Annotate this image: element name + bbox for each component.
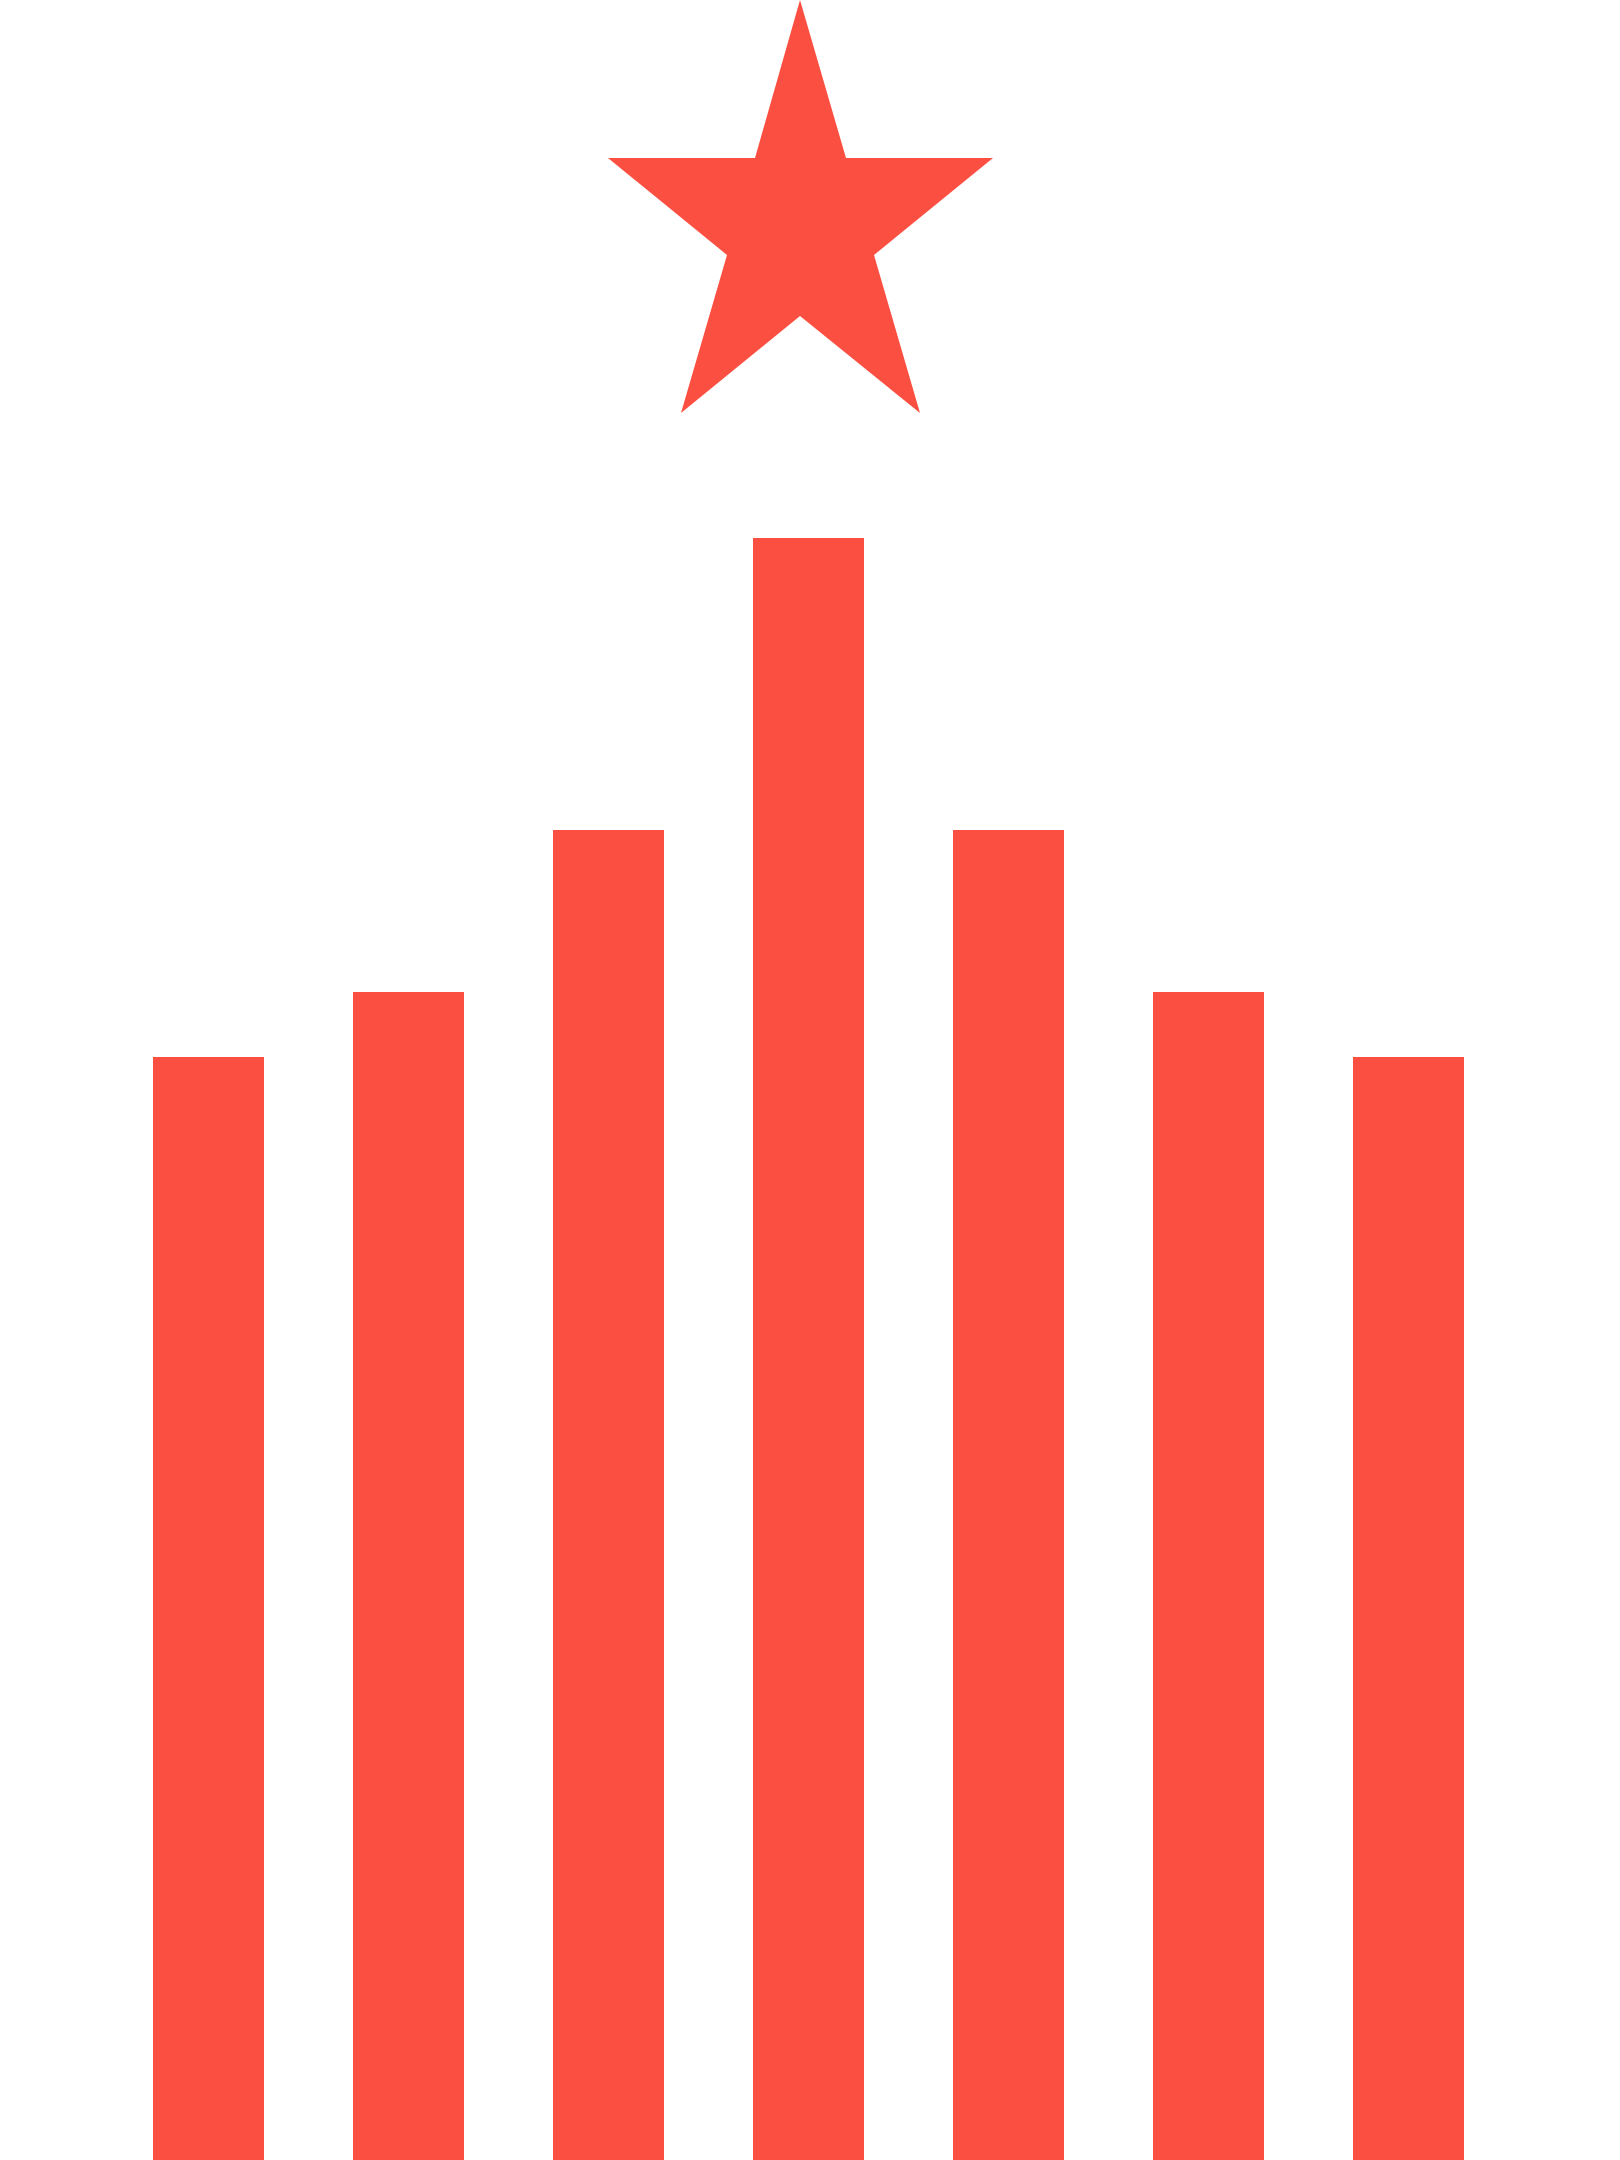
bar-1: [153, 1057, 264, 2160]
bars-group: [153, 538, 1464, 2160]
bar-3: [553, 830, 664, 2160]
five-point-star-icon: [608, 0, 993, 413]
bar-2: [353, 992, 464, 2160]
bar-4: [753, 538, 864, 2160]
bar-5: [953, 830, 1064, 2160]
bar-7: [1353, 1057, 1464, 2160]
bar-6: [1153, 992, 1264, 2160]
